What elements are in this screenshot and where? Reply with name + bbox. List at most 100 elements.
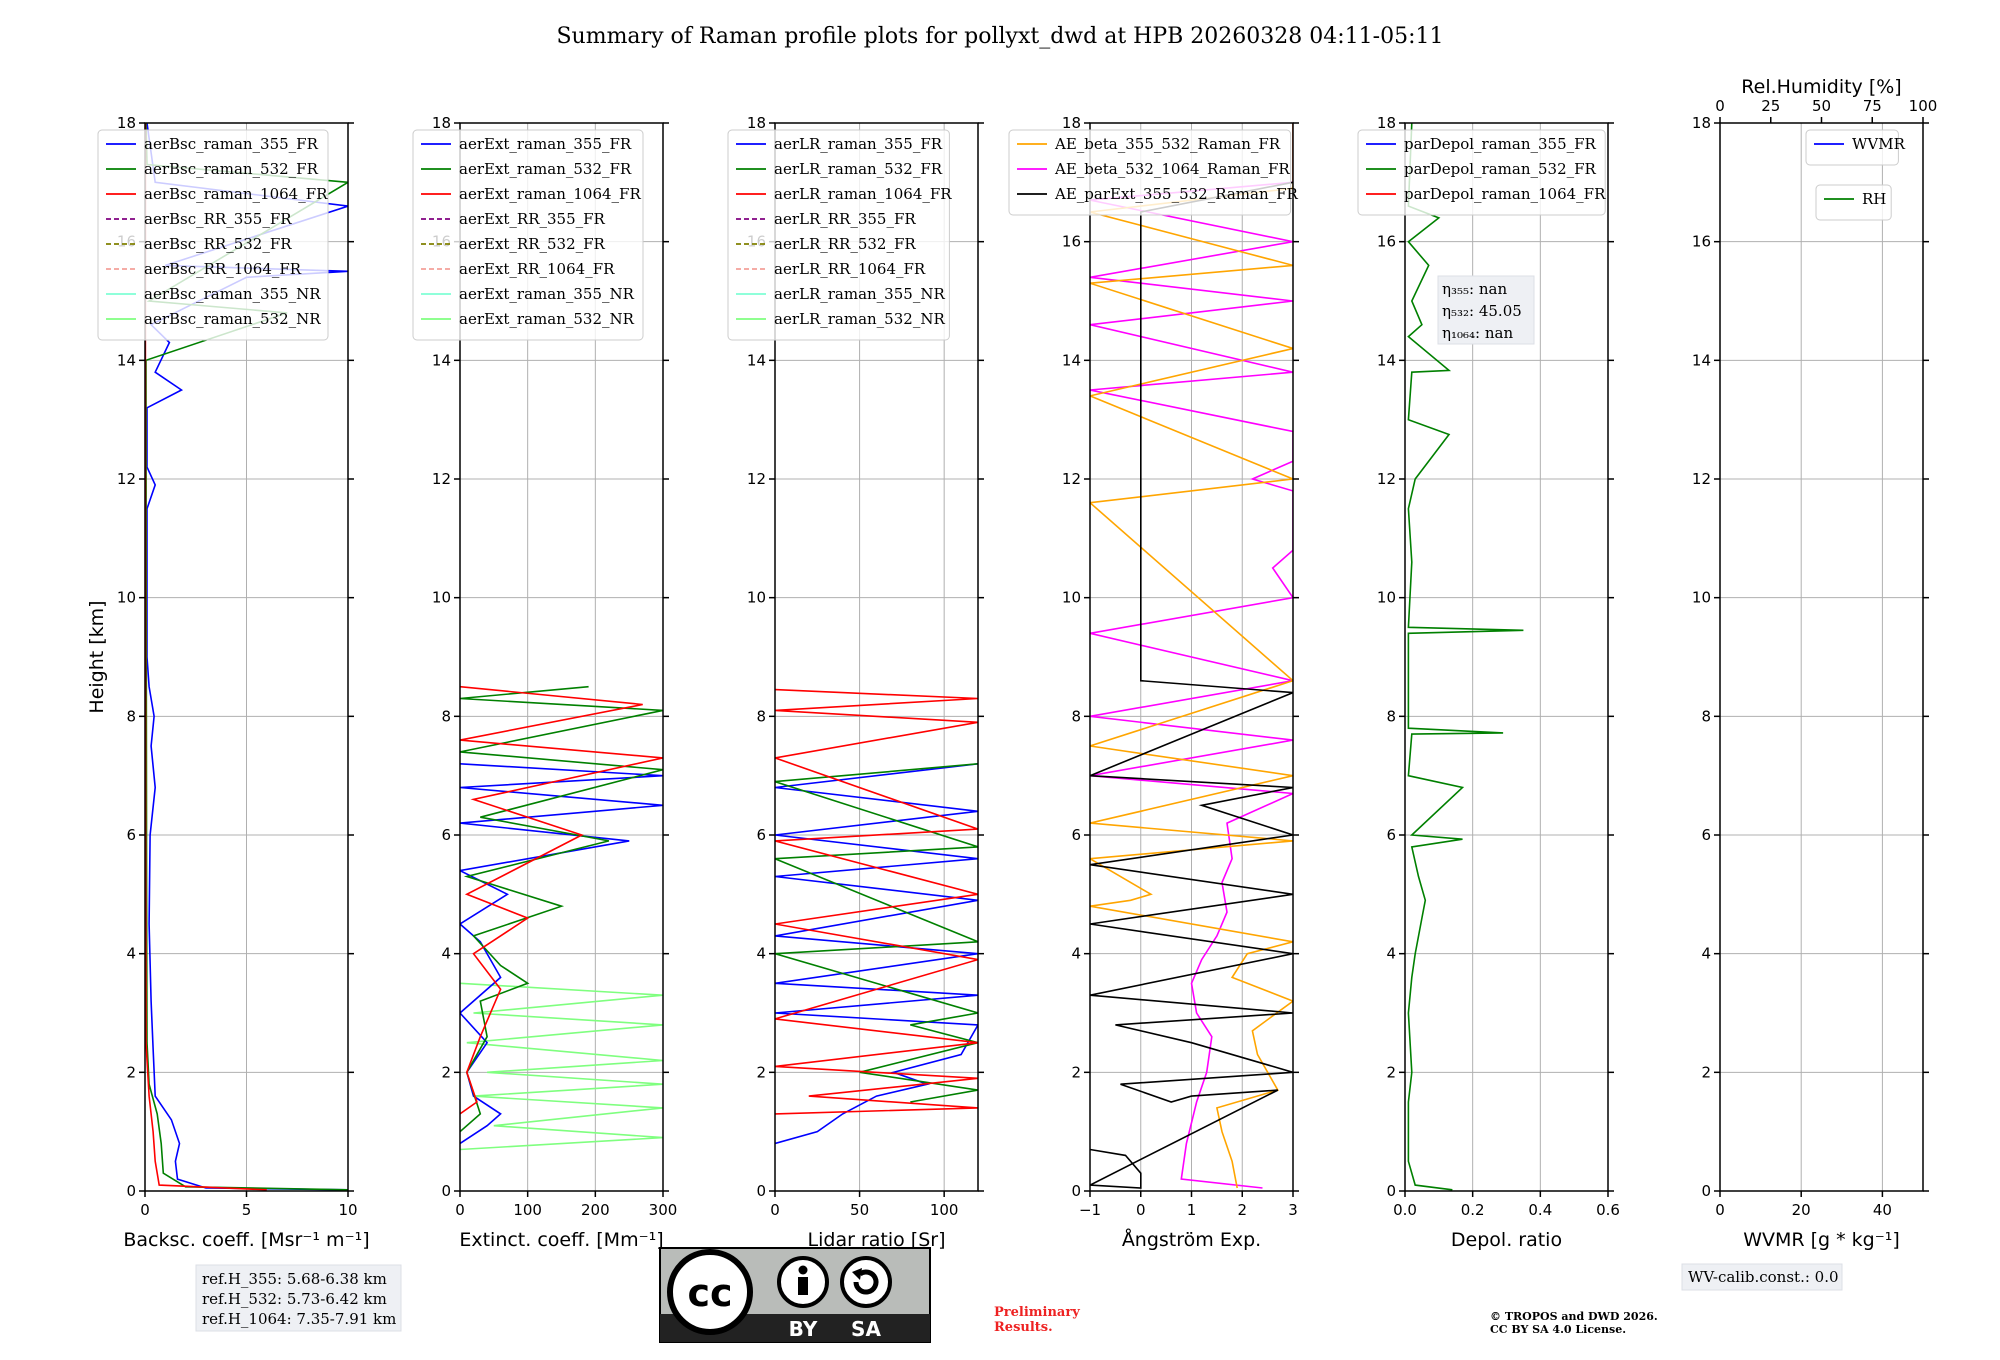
y-tick-label: 0 — [441, 1182, 451, 1200]
y-tick-label: 2 — [126, 1063, 136, 1081]
y-tick-label: 0 — [1071, 1182, 1081, 1200]
y-tick-label: 2 — [1386, 1063, 1396, 1081]
y-axis-label: Height [km] — [86, 600, 108, 713]
legend-label: parDepol_raman_1064_FR — [1404, 185, 1606, 203]
top-x-tick-label: 50 — [1812, 97, 1831, 115]
copyright-line1: © TROPOS and DWD 2026. — [1490, 1310, 1658, 1323]
legend-label: aerBsc_RR_532_FR — [144, 235, 292, 253]
legend-label: aerExt_raman_1064_FR — [459, 185, 641, 203]
legend-rh: RH — [1815, 184, 1892, 221]
y-tick-label: 8 — [756, 707, 766, 725]
x-tick-label: 0 — [1136, 1201, 1146, 1219]
x-axis-label: Backsc. coeff. [Msr⁻¹ m⁻¹] — [123, 1229, 369, 1251]
cc-icon — [667, 1249, 753, 1335]
panel-depol: 0 2 4 6 8 10 12 14 16 18 0.0 0.2 0.4 0.6 Depol. ratio p… — [1357, 114, 1620, 1251]
legend-label: AE_parExt_355_532_Raman_FR — [1054, 185, 1299, 203]
wv-calib-box: WV-calib.const.: 0.0 — [1681, 1263, 1843, 1291]
y-tick-label: 12 — [432, 470, 451, 488]
x-tick-label: 100 — [513, 1201, 542, 1219]
legend-label: aerBsc_raman_1064_FR — [144, 185, 328, 203]
y-tick-label: 0 — [1386, 1182, 1396, 1200]
y-tick-label: 6 — [1071, 826, 1081, 844]
series-line-ext-0 — [460, 982, 663, 1151]
legend-label: aerLR_raman_1064_FR — [774, 185, 952, 203]
x-tick-label: 50 — [850, 1201, 869, 1219]
x-axis-label: Lidar ratio [Sr] — [808, 1229, 946, 1251]
legend-label: aerExt_RR_532_FR — [459, 235, 606, 253]
x-tick-label: 10 — [338, 1201, 357, 1219]
series-line-lr-2 — [775, 688, 978, 1115]
top-x-tick-label: 0 — [1715, 97, 1725, 115]
axes-frame — [774, 122, 979, 1192]
x-tick-label: 100 — [930, 1201, 959, 1219]
legend-label: aerLR_raman_355_NR — [774, 285, 945, 303]
y-tick-label: 6 — [1386, 826, 1396, 844]
y-tick-label: 10 — [747, 589, 766, 607]
y-tick-label: 16 — [1377, 233, 1396, 251]
series-line-ext-3 — [460, 685, 663, 1115]
legend-label: aerBsc_raman_532_FR — [144, 160, 319, 178]
panel-lr: 024681012141618050100Lidar ratio [Sr]aer… — [727, 114, 984, 1251]
y-tick-label: 2 — [441, 1063, 451, 1081]
legend-wvmr: WVMR — [1805, 129, 1906, 166]
y-tick-label: 14 — [432, 351, 451, 369]
legend-ae: AE_beta_355_532_Raman_FR AE_beta_532_1064… — [1008, 129, 1299, 216]
y-tick-label: 10 — [1062, 589, 1081, 607]
legend-label: AE_beta_532_1064_Raman_FR — [1054, 160, 1290, 178]
legend-label: aerBsc_raman_532_NR — [144, 310, 321, 328]
x-tick-label: 0.2 — [1461, 1201, 1485, 1219]
x-tick-label: 0 — [140, 1201, 150, 1219]
series-line-ae-0 — [1090, 123, 1293, 1189]
y-tick-label: 0 — [756, 1182, 766, 1200]
panel-ext: 0246810121416180100200300Extinct. coeff.… — [412, 114, 678, 1251]
y-tick-label: 18 — [1062, 114, 1081, 132]
y-tick-label: 4 — [126, 945, 136, 963]
ref-height-box: ref.H_355: 5.68-6.38 km ref.H_532: 5.73-… — [195, 1264, 402, 1332]
y-tick-label: 6 — [441, 826, 451, 844]
y-tick-label: 6 — [126, 826, 136, 844]
y-tick-label: 4 — [441, 945, 451, 963]
top-x-tick-label: 25 — [1761, 97, 1780, 115]
legend-label: RH — [1862, 190, 1886, 208]
axes-frame — [1404, 122, 1609, 1192]
y-tick-label: 8 — [441, 707, 451, 725]
top-x-tick-label: 100 — [1909, 97, 1938, 115]
legend-label: aerLR_raman_355_FR — [774, 135, 943, 153]
x-tick-label: −1 — [1079, 1201, 1101, 1219]
legend-bsc: aerBsc_raman_355_FR aerBsc_raman_532_FRae… — [97, 129, 329, 341]
top-x-tick-label: 75 — [1863, 97, 1882, 115]
x-tick-label: 1 — [1187, 1201, 1197, 1219]
y-tick-label: 12 — [1377, 470, 1396, 488]
series-line-depol-0 — [1407, 123, 1524, 1191]
y-tick-label: 14 — [1377, 351, 1396, 369]
y-tick-label: 0 — [1701, 1182, 1711, 1200]
eta-355: η₃₅₅: nan — [1442, 280, 1507, 298]
legend-label: aerExt_raman_355_NR — [459, 285, 635, 303]
y-tick-label: 16 — [1692, 233, 1711, 251]
series-line-ae-2 — [1090, 181, 1293, 1189]
x-axis-label: Ångström Exp. — [1122, 1228, 1261, 1251]
legend-label: aerBsc_RR_1064_FR — [144, 260, 302, 278]
wv-calib-text: WV-calib.const.: 0.0 — [1688, 1268, 1839, 1286]
y-tick-label: 4 — [1701, 945, 1711, 963]
y-tick-label: 6 — [1701, 826, 1711, 844]
y-tick-label: 16 — [1062, 233, 1081, 251]
y-tick-label: 8 — [126, 707, 136, 725]
x-tick-label: 300 — [649, 1201, 678, 1219]
series-line-ae-1 — [1090, 123, 1293, 1189]
eta-532: η₅₃₂: 45.05 — [1442, 302, 1522, 320]
x-tick-label: 0 — [455, 1201, 465, 1219]
legend-label: parDepol_raman_355_FR — [1404, 135, 1597, 153]
y-tick-label: 12 — [1692, 470, 1711, 488]
ref-h-355: ref.H_355: 5.68-6.38 km — [202, 1270, 387, 1288]
legend-label: WVMR — [1852, 135, 1906, 153]
series-line-ext-2 — [460, 685, 663, 1133]
legend-label: aerBsc_raman_355_FR — [144, 135, 319, 153]
legend-label: aerExt_raman_532_NR — [459, 310, 635, 328]
x-axis-label: Extinct. coeff. [Mm⁻¹] — [459, 1229, 663, 1251]
sa-label: SA — [851, 1317, 881, 1341]
copyright-line2: CC BY SA 4.0 License. — [1490, 1323, 1626, 1336]
legend-label: aerLR_RR_355_FR — [774, 210, 916, 228]
y-tick-label: 18 — [432, 114, 451, 132]
